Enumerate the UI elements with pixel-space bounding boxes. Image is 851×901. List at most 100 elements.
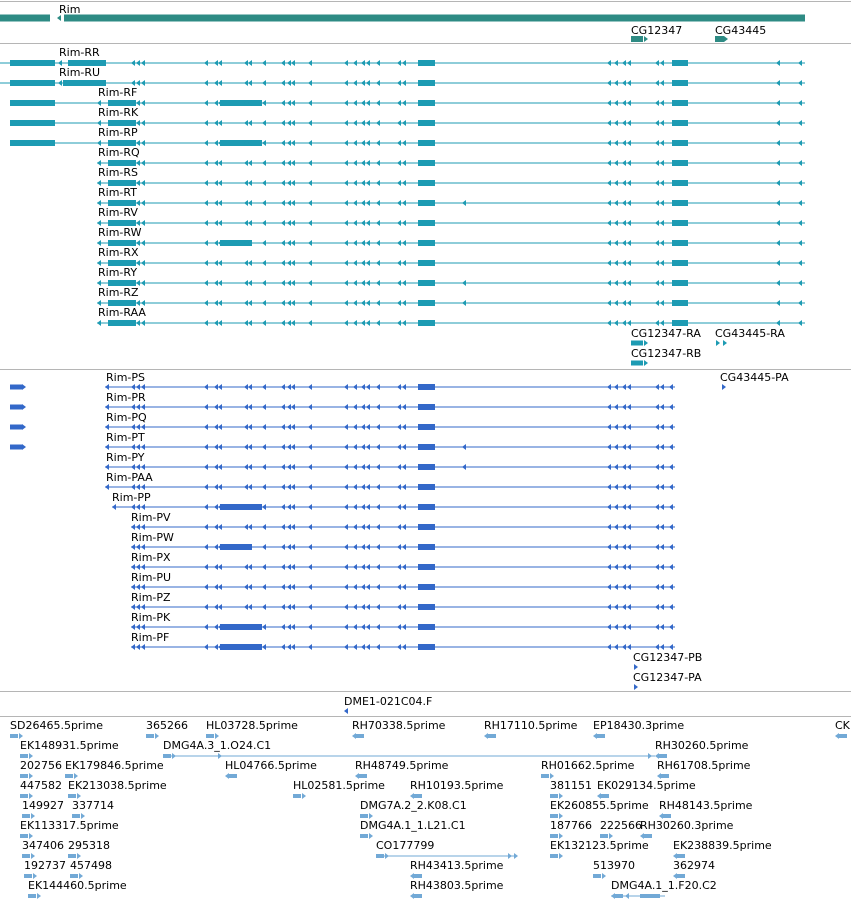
est-block: [72, 814, 80, 818]
protein-exon-marker: [622, 504, 626, 510]
protein-start-marker: [131, 624, 135, 630]
transcript-exon-marker: [204, 300, 208, 306]
transcript-exon-block: [672, 100, 688, 106]
protein-start-marker: [131, 564, 135, 570]
protein-exon-marker: [614, 464, 618, 470]
transcript-exon-marker: [655, 60, 659, 66]
transcript-exon-marker: [344, 260, 348, 266]
transcript-exon-marker: [141, 260, 145, 266]
protein-exon-marker: [287, 564, 291, 570]
transcript-exon-marker: [141, 300, 145, 306]
transcript-exon-marker: [262, 120, 266, 126]
protein-exon-marker: [136, 604, 140, 610]
protein-exon-marker: [353, 424, 357, 430]
protein-exon-marker: [660, 464, 664, 470]
transcript-start-marker: [97, 280, 101, 286]
est-block: [550, 814, 558, 818]
protein-exon-marker: [244, 624, 248, 630]
protein-exon-marker: [397, 544, 401, 550]
transcript-exon-marker: [366, 80, 370, 86]
transcript-exon-marker: [660, 240, 664, 246]
protein-exon-marker: [669, 504, 673, 510]
transcript-exon-marker: [131, 60, 135, 66]
transcript-exon-marker: [397, 240, 401, 246]
protein-exon-marker: [655, 444, 659, 450]
transcript-exon-marker: [244, 260, 248, 266]
protein-exon-marker: [655, 624, 659, 630]
transcript-label: CG12347-RA: [631, 327, 701, 340]
est-label: RH10193.5prime: [410, 779, 504, 792]
transcript-exon-block: [672, 240, 688, 246]
transcript-exon-marker: [655, 180, 659, 186]
protein-exon-marker: [136, 584, 140, 590]
est-block: [601, 794, 609, 798]
transcript-exon-marker: [607, 260, 611, 266]
protein-exon-block: [220, 644, 262, 650]
transcript-exon-block: [418, 260, 435, 266]
transcript-label: Rim-RU: [59, 66, 100, 79]
protein-exon-marker: [262, 604, 266, 610]
protein-exon-marker: [614, 484, 618, 490]
transcript-exon-marker: [614, 160, 618, 166]
transcript-exon-marker: [376, 240, 380, 246]
transcript-exon-marker: [136, 240, 140, 246]
transcript-exon-marker: [776, 300, 780, 306]
transcript-exon-marker: [776, 60, 780, 66]
est-block: [597, 734, 605, 738]
protein-exon-marker: [287, 624, 291, 630]
protein-exon-marker: [622, 404, 626, 410]
transcript-exon-marker: [131, 80, 135, 86]
protein-exon-marker: [214, 464, 218, 470]
transcript-exon-marker: [660, 260, 664, 266]
est-strand-marker: [302, 793, 306, 799]
protein-exon-marker: [397, 484, 401, 490]
protein-exon-marker: [669, 484, 673, 490]
protein-exon-block: [418, 404, 435, 410]
est-strand-marker: [81, 813, 85, 819]
est-block: [550, 794, 558, 798]
protein-exon-marker: [308, 564, 312, 570]
gene-cg43445-body: [715, 36, 724, 42]
protein-exon-marker: [607, 484, 611, 490]
protein-exon-marker: [281, 444, 285, 450]
protein-exon-marker: [361, 584, 365, 590]
transcript-exon-marker: [614, 240, 618, 246]
protein-exon-marker: [366, 384, 370, 390]
protein-exon-marker: [655, 564, 659, 570]
protein-exon-marker: [607, 424, 611, 430]
est-label: 187766: [550, 819, 592, 832]
protein-exon-marker: [244, 384, 248, 390]
transcript-exon-marker: [397, 60, 401, 66]
transcript-exon-marker: [136, 280, 140, 286]
protein-exon-marker: [204, 504, 208, 510]
transcript-exon-marker: [376, 80, 380, 86]
protein-exon-marker: [376, 524, 380, 530]
transcript-exon-marker: [607, 100, 611, 106]
est-strand-marker: [559, 793, 563, 799]
transcript-exon-marker: [627, 160, 631, 166]
transcript-exon-marker: [204, 100, 208, 106]
transcript-exon-marker: [622, 320, 626, 326]
protein-exon-marker: [248, 624, 252, 630]
transcript-exon-marker: [397, 180, 401, 186]
transcript-exon-marker: [627, 280, 631, 286]
protein-start-marker: [105, 424, 109, 430]
transcript-exon-marker: [366, 300, 370, 306]
transcript-exon-marker: [402, 100, 406, 106]
protein-label: Rim-PU: [131, 571, 171, 584]
transcript-exon-marker: [136, 300, 140, 306]
protein-exon-marker: [262, 524, 266, 530]
transcript-exon-marker: [244, 240, 248, 246]
gene-rim-segment: [0, 14, 50, 22]
protein-exon-marker: [402, 424, 406, 430]
protein-exon-marker: [634, 664, 638, 670]
protein-exon-marker: [655, 464, 659, 470]
protein-exon-marker: [614, 504, 618, 510]
protein-start-marker: [105, 444, 109, 450]
protein-exon-block: [418, 584, 435, 590]
transcript-exon-marker: [248, 160, 252, 166]
transcript-exon-marker: [622, 260, 626, 266]
transcript-exon-marker: [353, 60, 357, 66]
transcript-exon-marker: [214, 60, 218, 66]
est-strand-marker: [29, 753, 33, 759]
